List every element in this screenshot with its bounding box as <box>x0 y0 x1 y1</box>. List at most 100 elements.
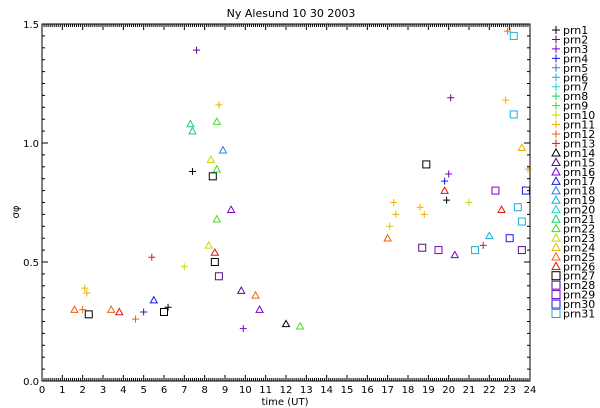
data-point-prn27 <box>210 258 219 266</box>
legend-label-prn4: prn4 <box>563 52 588 65</box>
data-point-prn10 <box>465 199 473 206</box>
legend-marker-prn2 <box>552 35 560 44</box>
legend-marker-prn19 <box>551 195 561 204</box>
data-point-prn26 <box>210 247 220 256</box>
y-tick-label: 1.5 <box>23 20 39 31</box>
x-tick-label: 24 <box>524 385 537 396</box>
data-point-prn12 <box>79 306 87 314</box>
data-point-prn28 <box>214 272 223 281</box>
legend-marker-prn27 <box>551 271 561 281</box>
legend-marker-prn7 <box>552 82 560 91</box>
data-point-prn12 <box>132 315 140 323</box>
legend-label-prn24: prn24 <box>563 241 595 254</box>
x-tick-label: 16 <box>361 385 374 396</box>
data-point-prn26 <box>497 205 506 213</box>
legend-label-prn17: prn17 <box>563 175 595 188</box>
legend-marker-prn25 <box>551 251 561 261</box>
legend-label-prn15: prn15 <box>563 156 595 169</box>
data-point-prn25 <box>383 233 393 242</box>
legend-label-prn25: prn25 <box>563 251 595 264</box>
legend-marker-prn12 <box>552 129 560 138</box>
legend-marker-prn8 <box>552 92 560 101</box>
legend-label-prn22: prn22 <box>563 222 595 235</box>
legend-marker-prn28 <box>551 280 561 290</box>
legend-label-prn31: prn31 <box>563 308 595 321</box>
data-point-prn28 <box>517 246 526 255</box>
legend-marker-prn5 <box>552 63 560 72</box>
data-point-prn3 <box>239 325 247 333</box>
data-point-prn19 <box>484 231 494 240</box>
x-tick-label: 12 <box>280 385 293 396</box>
legend-label-prn26: prn26 <box>563 260 595 273</box>
legend-label-prn1: prn1 <box>563 24 588 37</box>
legend-marker-prn9 <box>552 101 560 110</box>
x-tick-label: 21 <box>463 385 476 396</box>
x-tick-label: 20 <box>442 385 455 396</box>
legend-label-prn9: prn9 <box>563 100 588 113</box>
data-point-prn1 <box>443 196 451 204</box>
data-point-prn22 <box>212 164 222 173</box>
x-tick-label: 9 <box>222 385 228 396</box>
legend-label-prn16: prn16 <box>563 166 595 179</box>
legend-marker-prn22 <box>551 223 561 233</box>
legend-label-prn7: prn7 <box>563 81 588 94</box>
data-point-prn11 <box>390 199 398 206</box>
data-point-prn13 <box>479 241 487 249</box>
legend-marker-prn13 <box>552 139 560 148</box>
data-point-prn11 <box>83 289 91 297</box>
data-point-prn23 <box>206 155 216 163</box>
x-tick-label: 3 <box>100 385 106 396</box>
legend-label-prn14: prn14 <box>563 147 595 160</box>
legend-label-prn20: prn20 <box>563 204 595 217</box>
data-point-prn11 <box>392 210 400 218</box>
data-point-prn31 <box>471 246 480 255</box>
legend: prn1prn2prn3prn4prn5prn6prn7prn8prn9prn1… <box>551 24 595 321</box>
legend-label-prn12: prn12 <box>563 128 595 141</box>
data-point-prn4 <box>441 177 449 185</box>
data-point-prn31 <box>509 31 518 40</box>
legend-label-prn28: prn28 <box>563 279 595 292</box>
data-point-prn16 <box>255 305 264 313</box>
x-tick-label: 1 <box>59 385 65 396</box>
data-point-prn14 <box>281 319 291 328</box>
data-point-prn29 <box>491 186 500 195</box>
legend-label-prn5: prn5 <box>563 62 588 75</box>
data-point-prn13 <box>148 253 156 261</box>
data-point-prn25 <box>251 290 260 299</box>
chart-title: Ny Alesund 10 30 2003 <box>227 7 356 20</box>
x-tick-label: 17 <box>381 385 394 396</box>
data-point-prn10 <box>386 222 394 230</box>
legend-marker-prn31 <box>551 309 561 318</box>
x-tick-label: 15 <box>341 385 354 396</box>
data-point-prn11 <box>215 101 223 109</box>
data-point-prn2 <box>447 94 455 102</box>
legend-marker-prn6 <box>552 73 560 82</box>
legend-label-prn18: prn18 <box>563 185 595 198</box>
legend-label-prn23: prn23 <box>563 232 595 245</box>
data-point-prn27 <box>84 310 93 319</box>
data-point-prn11 <box>81 284 89 292</box>
data-point-prn31 <box>509 110 518 119</box>
x-tick-label: 8 <box>201 385 207 396</box>
x-tick-label: 10 <box>239 385 252 396</box>
legend-marker-prn30 <box>551 299 561 309</box>
x-tick-label: 11 <box>259 385 272 396</box>
data-point-prn10 <box>180 263 188 271</box>
legend-label-prn21: prn21 <box>563 213 595 226</box>
legend-marker-prn11 <box>552 120 560 129</box>
legend-label-prn2: prn2 <box>563 33 588 46</box>
data-point-prn31 <box>513 203 522 212</box>
legend-marker-prn20 <box>551 204 561 214</box>
legend-label-prn27: prn27 <box>563 270 595 283</box>
legend-marker-prn14 <box>551 147 561 157</box>
data-point-prn11 <box>416 203 424 211</box>
data-point-prn24 <box>517 143 527 152</box>
legend-label-prn30: prn30 <box>563 298 595 311</box>
x-tick-label: 19 <box>422 385 435 396</box>
data-point-prn3 <box>445 170 453 178</box>
axes-layer: 0 1 2 3 4 5 6 7 8 9 10 11 12 13 14 15 16 17 18 19 20 21 22 23 24… <box>23 20 536 396</box>
legend-marker-prn23 <box>551 232 561 242</box>
data-point-prn2 <box>140 308 148 316</box>
scatter-layer <box>70 27 532 333</box>
x-tick-label: 7 <box>181 385 187 396</box>
